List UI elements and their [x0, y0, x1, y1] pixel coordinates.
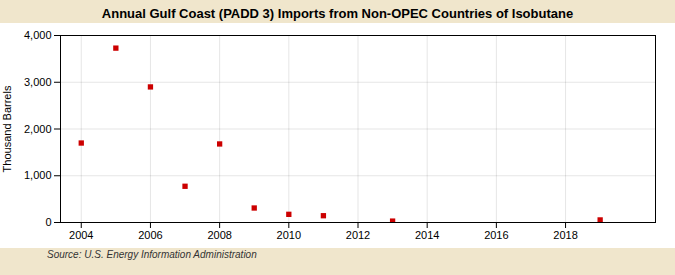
svg-text:2010: 2010	[277, 229, 301, 241]
svg-text:3,000: 3,000	[24, 76, 52, 88]
html-text:Annual Gulf Coast (PADD 3) Imp: Annual Gulf Coast (PADD 3) Imports from …	[101, 6, 574, 21]
svg-text:Thousand Barrels: Thousand Barrels	[1, 85, 13, 172]
svg-text:1,000: 1,000	[24, 169, 52, 181]
svg-text:2012: 2012	[346, 229, 370, 241]
svg-text:0: 0	[45, 216, 51, 228]
svg-text:2,000: 2,000	[24, 123, 52, 135]
svg-text:2004: 2004	[69, 229, 93, 241]
svg-text:2008: 2008	[207, 229, 231, 241]
svg-text:4,000: 4,000	[24, 29, 52, 41]
svg-text:2016: 2016	[484, 229, 508, 241]
svg-text:2018: 2018	[553, 229, 577, 241]
html-text:Source: U.S. Energy Informatio: Source: U.S. Energy Information Administ…	[47, 249, 257, 260]
svg-text:2006: 2006	[138, 229, 162, 241]
svg-text:2014: 2014	[415, 229, 439, 241]
